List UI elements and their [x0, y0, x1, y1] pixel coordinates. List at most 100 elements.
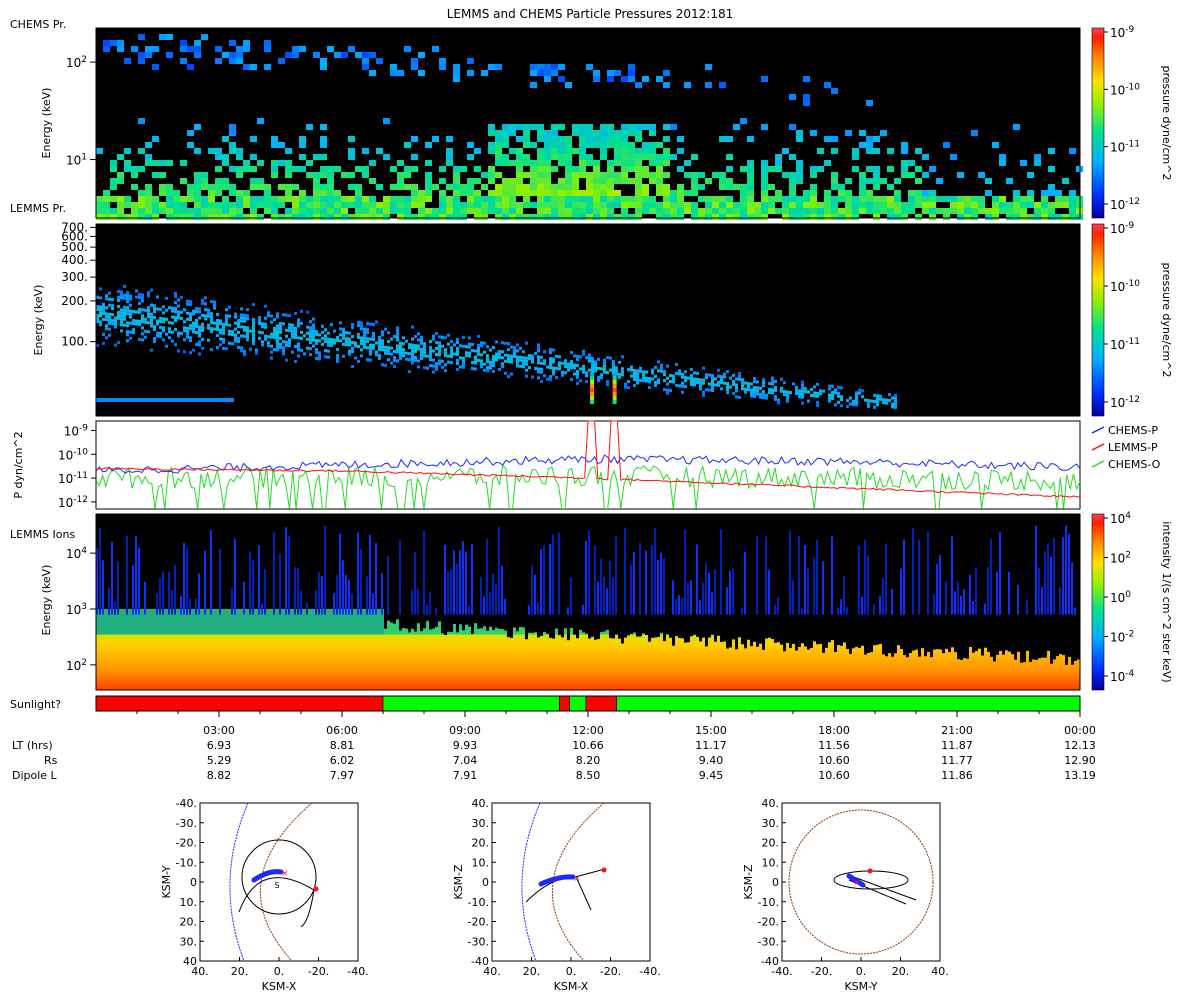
lemms-cell — [171, 306, 174, 310]
chems-cell — [838, 184, 845, 190]
lemms-cell — [594, 360, 597, 364]
ions-edge-cell — [375, 608, 378, 635]
lemms-cell — [150, 303, 153, 307]
ions-spike — [156, 593, 158, 615]
chems-cell — [502, 160, 509, 166]
chems-cell — [390, 184, 397, 190]
chems-cell — [782, 196, 789, 202]
lemms-cell — [774, 379, 777, 383]
lemms-cell — [582, 352, 585, 356]
lemms-cell — [753, 391, 756, 395]
lemms-cell — [726, 388, 729, 392]
chems-cell — [789, 196, 796, 202]
chems-cell — [894, 214, 901, 220]
chems-cell — [635, 184, 642, 190]
lemms-cell — [543, 362, 546, 366]
lemms-cell — [723, 372, 726, 376]
ions-heatmap — [96, 525, 1080, 690]
lemms-cell — [273, 327, 276, 331]
chems-cell — [418, 208, 425, 214]
ions-spike — [261, 604, 263, 615]
chems-cell — [187, 130, 194, 136]
lemms-cell — [717, 380, 720, 384]
chems-cell — [551, 184, 558, 190]
lemms-cell — [108, 297, 111, 301]
ions-gap-cell — [699, 612, 702, 642]
ions-gap-cell — [591, 612, 594, 637]
lemms-cell — [801, 380, 804, 384]
ions-gap-cell — [414, 612, 417, 632]
ions-gap-cell — [957, 612, 960, 660]
lemms-cell — [210, 312, 213, 316]
lemms-cell — [450, 352, 453, 356]
lemms-cell — [198, 340, 201, 344]
lemms-cell — [123, 314, 126, 318]
lemms-cell — [96, 305, 99, 308]
chems-cell — [495, 160, 502, 166]
chems-cell — [782, 208, 789, 214]
ions-edge-cell — [513, 623, 516, 635]
chems-cell — [537, 136, 544, 142]
lemms-cell — [153, 310, 156, 314]
chems-cell — [754, 214, 761, 220]
ions-spike — [381, 573, 383, 615]
ions-spike — [159, 578, 161, 615]
ions-gap-cell — [837, 612, 840, 646]
lemms-cell — [186, 311, 189, 315]
lemms-cell — [492, 355, 495, 359]
lemms-cell — [150, 288, 153, 292]
lemms-cell — [477, 352, 480, 356]
chems-cell — [747, 160, 754, 166]
ions-spike — [999, 532, 1001, 615]
lemms-cell — [387, 346, 390, 350]
ions-spike — [144, 581, 146, 615]
lemms-cell — [537, 376, 540, 380]
chems-cell — [222, 160, 229, 166]
chems-cell — [656, 214, 663, 220]
chems-cell — [887, 214, 894, 220]
lemms-cell — [795, 385, 798, 389]
chems-cell — [796, 172, 803, 178]
ions-gap-cell — [1029, 612, 1032, 662]
chems-cell — [642, 196, 649, 202]
chems-cell — [726, 184, 733, 190]
ions-gap-cell — [855, 612, 858, 647]
lemms-cell — [444, 336, 447, 340]
chems-cell — [194, 172, 201, 178]
chems-cell — [859, 130, 866, 136]
lemms-cell — [612, 362, 615, 366]
lemms-cell — [177, 316, 180, 320]
chems-cell — [733, 184, 740, 190]
chems-cell — [145, 142, 152, 148]
chems-cell — [803, 190, 810, 196]
ions-spike — [102, 560, 104, 615]
chems-cell — [705, 178, 712, 184]
chems-cell — [138, 52, 145, 58]
lemms-cell — [786, 390, 789, 394]
ions-gap-cell — [645, 612, 648, 635]
chems-cell — [509, 160, 516, 166]
chems-cell — [593, 202, 600, 208]
chems-cell — [355, 190, 362, 196]
lemms-cell — [444, 363, 447, 367]
lemms-cell — [309, 338, 312, 342]
chems-cell — [439, 214, 446, 220]
chems-cell — [817, 208, 824, 214]
lemms-cell — [468, 345, 471, 349]
ions-spike — [369, 534, 371, 615]
chems-cell — [957, 202, 964, 208]
chems-cell — [551, 64, 558, 70]
orbit-xtick-label: -40. — [639, 965, 660, 978]
ions-spike — [912, 528, 914, 615]
lemms-cell — [174, 295, 177, 299]
ions-spike — [900, 568, 902, 615]
chems-cell — [124, 202, 131, 208]
chems-cell — [509, 124, 516, 130]
lemms-cell — [618, 360, 621, 364]
lemms-cell — [264, 337, 267, 341]
chems-cell — [145, 190, 152, 196]
lemms-cell — [840, 386, 843, 390]
chems-cell — [894, 202, 901, 208]
orbit-ytick-label: -40 — [761, 955, 779, 968]
chems-cell — [439, 208, 446, 214]
